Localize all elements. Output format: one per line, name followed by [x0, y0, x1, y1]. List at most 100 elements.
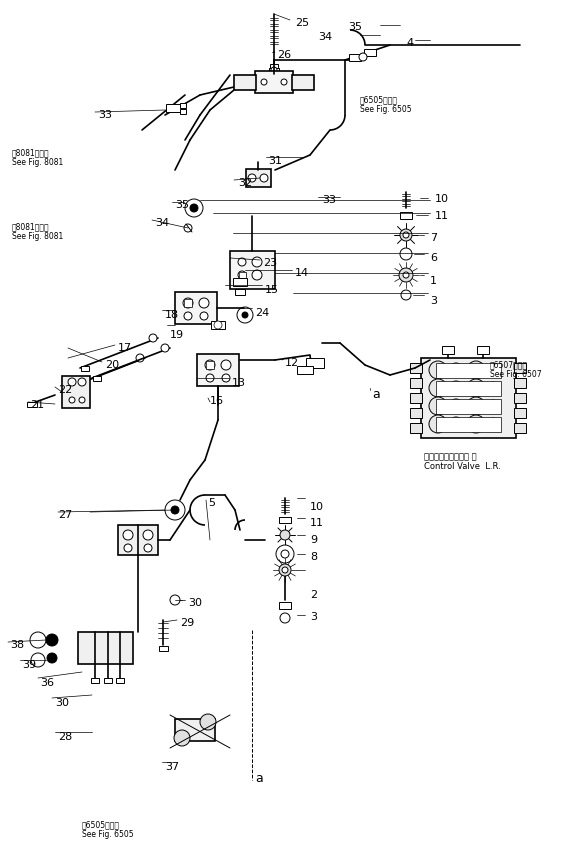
Text: 17: 17: [118, 343, 132, 353]
Text: a: a: [372, 388, 380, 401]
Text: 12: 12: [285, 358, 299, 368]
Bar: [269, 68, 279, 72]
Circle shape: [183, 298, 193, 308]
Circle shape: [46, 634, 58, 646]
Bar: [410, 393, 422, 403]
Text: 第6505図参照
See Fig. 6505: 第6505図参照 See Fig. 6505: [82, 820, 134, 840]
Bar: [292, 75, 314, 90]
Circle shape: [222, 374, 230, 382]
Circle shape: [429, 379, 447, 397]
Bar: [116, 678, 124, 683]
Circle shape: [487, 400, 499, 412]
Text: 9: 9: [310, 535, 317, 545]
Bar: [206, 361, 214, 369]
Circle shape: [260, 174, 268, 182]
Circle shape: [467, 415, 485, 433]
Circle shape: [429, 361, 447, 379]
Circle shape: [185, 199, 203, 217]
Circle shape: [401, 290, 411, 300]
Circle shape: [237, 307, 253, 323]
Circle shape: [200, 312, 208, 320]
Circle shape: [144, 544, 152, 552]
Bar: [477, 346, 489, 354]
Bar: [435, 362, 501, 377]
Bar: [514, 423, 526, 433]
Text: 33: 33: [98, 110, 112, 120]
Circle shape: [184, 312, 192, 320]
Text: 26: 26: [277, 50, 291, 60]
Bar: [410, 378, 422, 388]
Text: 11: 11: [435, 211, 449, 221]
Text: 第6505図参照
See Fig. 6505: 第6505図参照 See Fig. 6505: [360, 95, 412, 114]
Text: 35: 35: [175, 200, 189, 210]
Text: 11: 11: [310, 518, 324, 528]
Bar: [235, 289, 245, 295]
Circle shape: [206, 374, 214, 382]
Bar: [93, 376, 101, 381]
Circle shape: [78, 378, 86, 386]
Circle shape: [174, 730, 190, 746]
Circle shape: [238, 258, 246, 266]
Text: 第8081図参照
See Fig. 8081: 第8081図参照 See Fig. 8081: [12, 222, 63, 242]
Circle shape: [467, 361, 485, 379]
Circle shape: [403, 232, 409, 238]
Circle shape: [487, 418, 499, 430]
Circle shape: [143, 530, 153, 540]
Circle shape: [487, 382, 499, 394]
Bar: [364, 48, 376, 55]
Circle shape: [136, 354, 144, 362]
Bar: [514, 393, 526, 403]
Text: 29: 29: [180, 618, 194, 628]
Text: 16: 16: [210, 396, 224, 406]
Text: 6: 6: [430, 253, 437, 263]
Bar: [91, 678, 99, 683]
Circle shape: [280, 613, 290, 623]
Circle shape: [276, 545, 294, 563]
Bar: [77, 632, 132, 664]
Circle shape: [281, 550, 289, 558]
Bar: [118, 525, 158, 555]
Text: 30: 30: [188, 598, 202, 608]
Bar: [410, 408, 422, 418]
Text: 27: 27: [58, 510, 72, 520]
Circle shape: [429, 397, 447, 415]
Text: 15: 15: [265, 285, 279, 295]
Bar: [229, 251, 275, 289]
Circle shape: [399, 268, 413, 282]
Circle shape: [221, 360, 231, 370]
Circle shape: [449, 417, 463, 431]
Circle shape: [449, 381, 463, 395]
Bar: [442, 346, 454, 354]
Circle shape: [252, 257, 262, 267]
Bar: [400, 211, 412, 219]
Circle shape: [252, 270, 262, 280]
Circle shape: [248, 174, 256, 182]
Circle shape: [47, 653, 57, 663]
Text: 38: 38: [10, 640, 24, 650]
Text: 34: 34: [318, 32, 332, 42]
Circle shape: [171, 506, 179, 514]
Bar: [104, 678, 112, 683]
Bar: [279, 601, 291, 609]
Bar: [435, 399, 501, 414]
Circle shape: [199, 298, 209, 308]
Bar: [306, 358, 324, 368]
Bar: [166, 104, 184, 112]
Circle shape: [149, 334, 157, 342]
Bar: [279, 517, 291, 523]
Circle shape: [359, 53, 367, 61]
Bar: [197, 354, 239, 386]
Circle shape: [190, 204, 198, 212]
Circle shape: [261, 79, 267, 85]
Bar: [421, 358, 516, 438]
Circle shape: [280, 530, 290, 540]
Circle shape: [123, 530, 133, 540]
Bar: [175, 719, 215, 741]
Bar: [297, 366, 313, 374]
Bar: [81, 365, 89, 371]
Text: 24: 24: [255, 308, 269, 318]
Bar: [239, 271, 246, 278]
Text: 13: 13: [232, 378, 246, 388]
Text: 36: 36: [40, 678, 54, 688]
Bar: [175, 292, 217, 324]
